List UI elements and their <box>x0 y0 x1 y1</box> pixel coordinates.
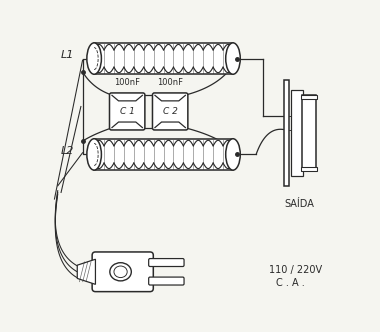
Ellipse shape <box>226 139 240 170</box>
Text: SAÍDA: SAÍDA <box>284 199 314 209</box>
Ellipse shape <box>87 139 101 170</box>
Text: C . A .: C . A . <box>276 278 305 289</box>
Ellipse shape <box>87 43 101 74</box>
Text: 100nF: 100nF <box>157 78 183 87</box>
Bar <box>301 167 317 171</box>
FancyBboxPatch shape <box>152 93 188 130</box>
Bar <box>94 139 233 170</box>
Text: 110 / 220V: 110 / 220V <box>269 265 323 275</box>
Text: L2: L2 <box>61 146 74 156</box>
Polygon shape <box>77 259 95 285</box>
FancyBboxPatch shape <box>149 277 184 285</box>
FancyBboxPatch shape <box>109 93 145 130</box>
Bar <box>302 95 316 171</box>
Text: C 1: C 1 <box>120 107 135 116</box>
Text: L1: L1 <box>61 50 74 60</box>
Text: 100nF: 100nF <box>114 78 140 87</box>
Bar <box>284 80 289 186</box>
FancyBboxPatch shape <box>149 259 184 267</box>
Bar <box>301 95 317 99</box>
Text: C 2: C 2 <box>163 107 177 116</box>
Ellipse shape <box>226 43 240 74</box>
Bar <box>94 43 233 74</box>
FancyBboxPatch shape <box>92 252 153 291</box>
Bar <box>291 90 303 176</box>
